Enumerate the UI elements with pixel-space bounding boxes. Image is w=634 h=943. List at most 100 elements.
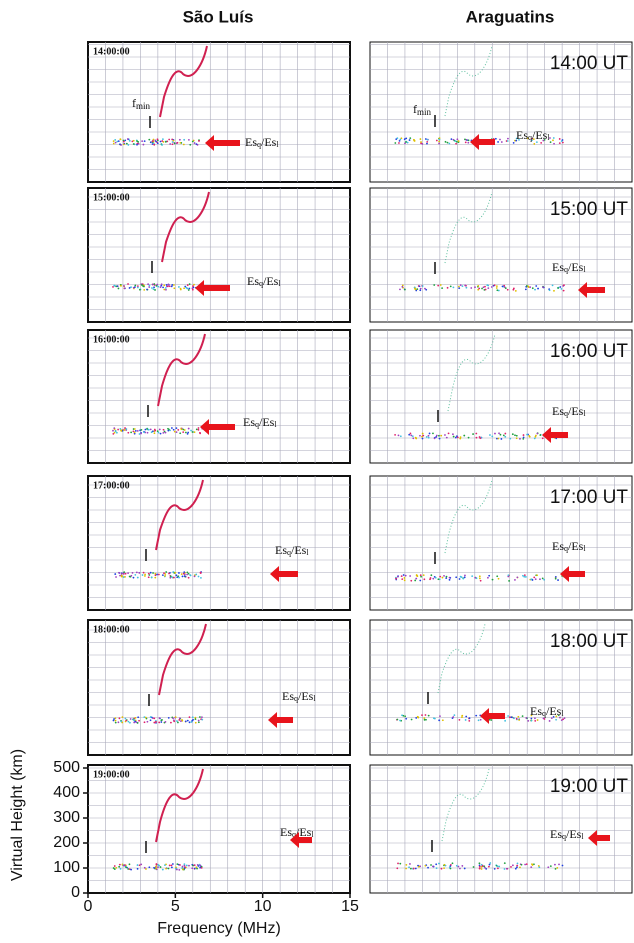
echo-dot	[157, 286, 159, 288]
es-part: /Es	[568, 260, 584, 274]
echo-dot	[422, 285, 424, 287]
echo-dot	[523, 434, 525, 436]
es-label: Esq/Esl	[275, 543, 309, 557]
echo-dot	[157, 866, 159, 868]
echo-dot	[396, 719, 398, 721]
echo-dot	[125, 720, 127, 722]
panel-frame	[88, 330, 350, 463]
echo-dot	[507, 715, 509, 717]
echo-dot	[488, 575, 490, 577]
echo-dot	[438, 143, 440, 145]
echo-dot	[507, 574, 509, 576]
echo-dot	[480, 580, 482, 582]
echo-dot	[525, 717, 527, 719]
echo-dot	[179, 432, 181, 434]
echo-dot	[433, 284, 435, 286]
echo-dot	[189, 721, 191, 723]
echo-dot	[438, 863, 440, 865]
echo-dot	[115, 430, 117, 432]
echo-dot	[160, 866, 162, 868]
echo-dot	[400, 435, 402, 437]
echo-dot	[487, 287, 489, 289]
echo-dot	[153, 717, 155, 719]
echo-dot	[165, 141, 167, 143]
echo-dot	[457, 436, 459, 438]
echo-dot	[539, 578, 541, 580]
echo-dot	[200, 577, 202, 579]
echo-dot	[439, 139, 441, 141]
echo-dot	[158, 432, 160, 434]
echo-dot	[479, 862, 481, 864]
es-part: Es	[243, 415, 255, 429]
echo-dot	[471, 575, 473, 577]
echo-dot	[127, 432, 129, 434]
column-title: Araguatins	[466, 7, 555, 26]
echo-dot	[465, 141, 467, 143]
echo-dot	[559, 286, 561, 288]
echo-dot	[185, 287, 187, 289]
echo-dot	[151, 577, 153, 579]
es-label: Esq/Esl	[243, 415, 277, 429]
echo-dot	[518, 719, 520, 721]
echo-dot	[165, 721, 167, 723]
echo-dot	[423, 717, 425, 719]
echo-dot	[519, 438, 521, 440]
echo-dot	[478, 288, 480, 290]
echo-dot	[419, 435, 421, 437]
echo-dot	[424, 719, 426, 721]
echo-dot	[173, 720, 175, 722]
es-part: Es	[282, 689, 294, 703]
echo-dot	[498, 432, 500, 434]
echo-dot	[143, 572, 145, 574]
echo-dot	[114, 139, 116, 141]
fmin-part: min	[417, 107, 432, 117]
echo-dot	[485, 868, 487, 870]
echo-dot	[146, 289, 148, 291]
echo-dot	[423, 574, 425, 576]
echo-dot	[156, 864, 158, 866]
echo-dot	[186, 865, 188, 867]
echo-dot	[504, 436, 506, 438]
echo-dot	[139, 433, 141, 435]
echo-dot	[127, 283, 129, 285]
echo-dot	[129, 863, 131, 865]
echo-dot	[522, 438, 524, 440]
echo-dot	[517, 716, 519, 718]
echo-dot	[458, 140, 460, 142]
echo-dot	[156, 284, 158, 286]
echo-dot	[500, 434, 502, 436]
echo-dot	[462, 285, 464, 287]
echo-dot	[512, 864, 514, 866]
es-part: Es	[552, 260, 564, 274]
echo-dot	[425, 138, 427, 140]
echo-dot	[179, 142, 181, 144]
echo-dot	[186, 574, 188, 576]
echo-dot	[415, 717, 417, 719]
echo-dot	[533, 576, 535, 578]
echo-dot	[142, 574, 144, 576]
echo-dot	[195, 722, 197, 724]
echo-dot	[530, 718, 532, 720]
echo-dot	[427, 139, 429, 141]
echo-dot	[135, 717, 137, 719]
echo-dot	[557, 287, 559, 289]
echo-dot	[198, 427, 200, 429]
echo-dot	[498, 290, 500, 292]
echo-dot	[155, 141, 157, 143]
echo-dot	[465, 716, 467, 718]
echo-dot	[122, 716, 124, 718]
echo-dot	[173, 284, 175, 286]
x-tick-label: 5	[171, 898, 180, 915]
echo-dot	[447, 142, 449, 144]
echo-dot	[148, 139, 150, 141]
echo-dot	[195, 866, 197, 868]
es-label: Esq/Esl	[247, 274, 281, 288]
echo-dot	[201, 716, 203, 718]
echo-dot	[154, 573, 156, 575]
echo-dot	[425, 714, 427, 716]
ionogram-panel: 16:00:00Esq/Esl	[88, 330, 350, 463]
echo-dot	[177, 722, 179, 724]
echo-dot	[179, 717, 181, 719]
echo-dot	[512, 433, 514, 435]
